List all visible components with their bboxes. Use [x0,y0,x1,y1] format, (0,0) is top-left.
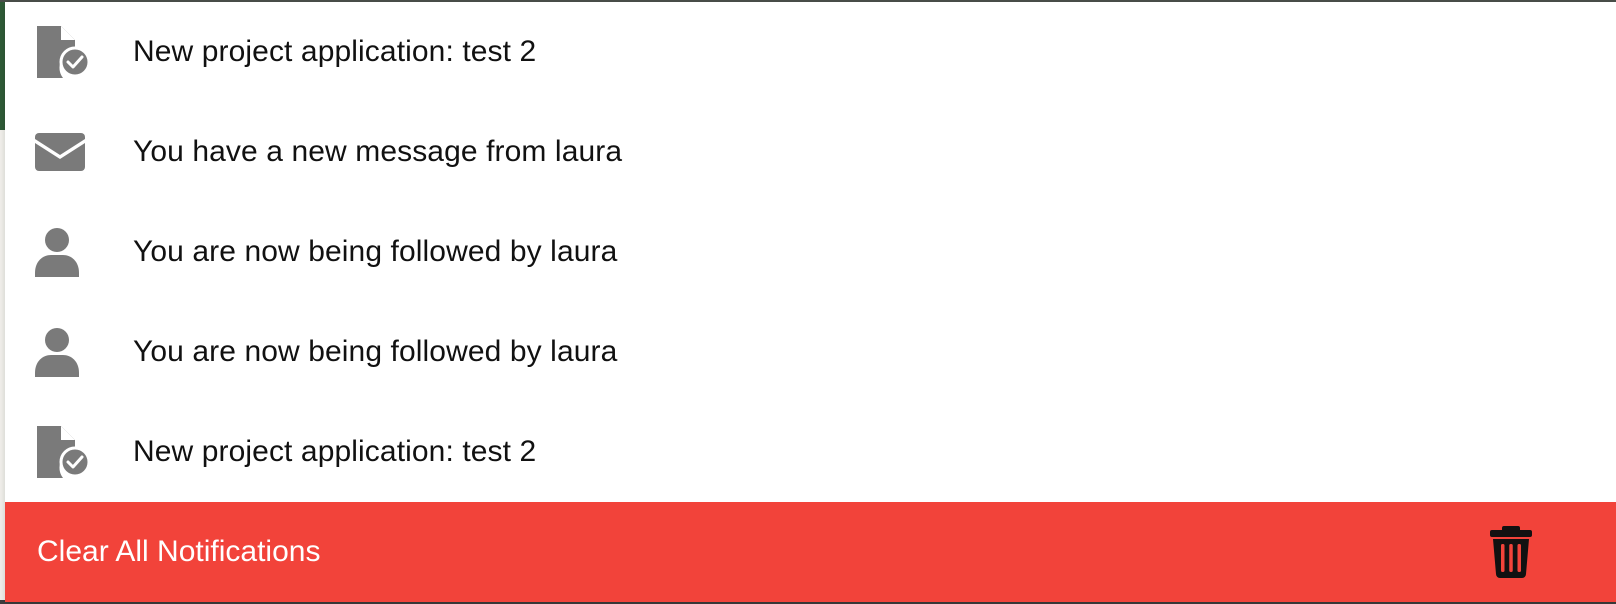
clear-all-notifications-button[interactable]: Clear All Notifications [5,502,1616,602]
background-page-edge [0,0,6,604]
notification-text: New project application: test 2 [133,435,537,468]
user-icon [35,322,95,382]
trash-icon[interactable] [1487,526,1535,578]
notification-list: New project application: test 2 You have… [5,2,1616,502]
notification-item-follow[interactable]: You are now being followed by laura [5,302,1616,402]
envelope-icon [35,122,95,182]
background-page-header [0,0,6,130]
notification-text: New project application: test 2 [133,35,537,68]
file-check-icon [35,22,95,82]
file-check-icon [35,422,95,482]
notification-item-project-application[interactable]: New project application: test 2 [5,402,1616,502]
background-bottom-edge [0,600,1616,604]
notification-text: You have a new message from laura [133,135,623,168]
notifications-dropdown: New project application: test 2 You have… [5,2,1616,602]
notification-text: You are now being followed by laura [133,335,618,368]
notification-item-project-application[interactable]: New project application: test 2 [5,2,1616,102]
notification-text: You are now being followed by laura [133,235,618,268]
user-icon [35,222,95,282]
clear-all-label: Clear All Notifications [37,535,321,568]
notification-item-follow[interactable]: You are now being followed by laura [5,202,1616,302]
notification-item-message[interactable]: You have a new message from laura [5,102,1616,202]
background-top-edge [0,0,1616,2]
